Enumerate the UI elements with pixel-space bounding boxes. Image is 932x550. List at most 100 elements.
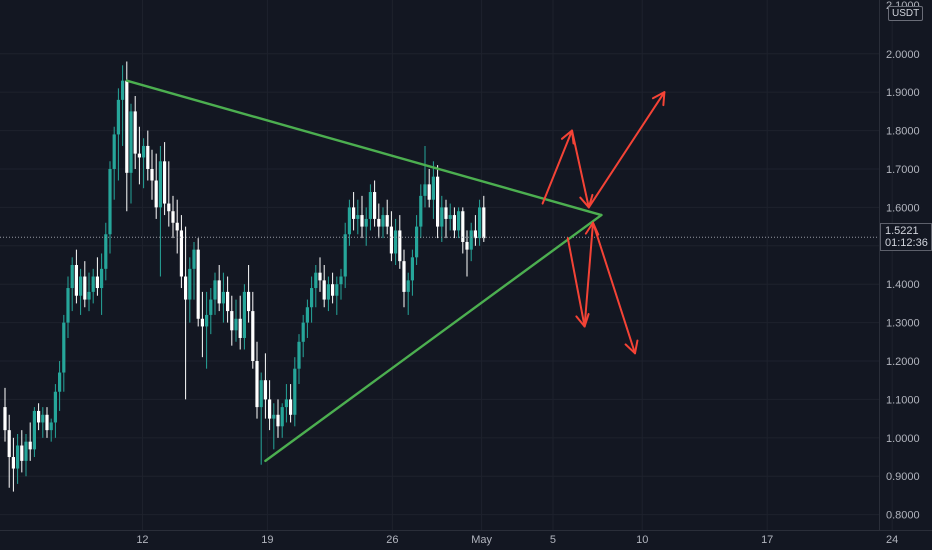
arrow-shaft bbox=[541, 129, 573, 205]
candle-body bbox=[24, 441, 28, 461]
candle-body bbox=[137, 153, 141, 158]
candle-body bbox=[175, 222, 179, 231]
time-tick-label: 26 bbox=[386, 534, 398, 546]
candle-body bbox=[368, 192, 372, 219]
candle-body bbox=[364, 218, 368, 227]
candle-body bbox=[385, 215, 389, 227]
price-tick-label: 1.0000 bbox=[886, 433, 920, 445]
candle-body bbox=[322, 280, 326, 300]
candle-body bbox=[230, 311, 234, 331]
candle-body bbox=[293, 368, 297, 415]
arrow-annotation bbox=[587, 91, 666, 209]
price-tick-label: 1.2000 bbox=[886, 356, 920, 368]
candle-body bbox=[381, 215, 385, 227]
bar-countdown: 01:12:36 bbox=[885, 237, 928, 249]
candle-body bbox=[389, 226, 393, 254]
candle-body bbox=[11, 457, 15, 469]
candle-body bbox=[200, 318, 204, 327]
candle-body bbox=[448, 215, 452, 219]
candle-body bbox=[482, 207, 486, 239]
candle-body bbox=[108, 168, 112, 235]
candle-body bbox=[473, 230, 477, 239]
arrow-shaft bbox=[587, 91, 666, 209]
candle-body bbox=[461, 211, 465, 242]
candle-body bbox=[163, 161, 167, 204]
candle-body bbox=[171, 211, 175, 223]
candle-body bbox=[343, 234, 347, 277]
price-tick-label: 0.9000 bbox=[886, 471, 920, 483]
candle-body bbox=[314, 272, 318, 289]
candle-body bbox=[7, 430, 11, 458]
arrow-shaft bbox=[566, 237, 586, 328]
arrow-annotation bbox=[583, 221, 600, 328]
candle-body bbox=[196, 249, 200, 319]
candle-body bbox=[87, 291, 91, 300]
arrow-shaft bbox=[592, 221, 636, 355]
arrow-shaft bbox=[583, 221, 594, 328]
candle-body bbox=[205, 314, 209, 327]
candle-body bbox=[406, 280, 410, 292]
price-tick-label: 1.1000 bbox=[886, 394, 920, 406]
candle-body bbox=[465, 241, 469, 250]
time-tick-label: 5 bbox=[550, 534, 556, 546]
candle-body bbox=[284, 399, 288, 408]
candle-body bbox=[402, 261, 406, 292]
candle-body bbox=[104, 234, 108, 269]
candle-body bbox=[251, 311, 255, 362]
candle-body bbox=[3, 407, 7, 431]
candle-body bbox=[247, 291, 251, 312]
candle-body bbox=[398, 230, 402, 262]
grid-lines bbox=[0, 0, 893, 530]
candle-body bbox=[276, 414, 280, 427]
quote-currency-badge[interactable]: USDT bbox=[888, 6, 924, 21]
candle-body bbox=[297, 341, 301, 369]
candle-body bbox=[452, 215, 456, 231]
candle-body bbox=[192, 249, 196, 269]
trendline-group[interactable] bbox=[125, 79, 603, 463]
candle-body bbox=[221, 291, 225, 304]
candle-body bbox=[28, 441, 32, 450]
candle-body bbox=[217, 280, 221, 304]
candle-body bbox=[289, 399, 293, 415]
current-price-label: 1.5221 01:12:36 bbox=[880, 223, 932, 251]
candle-body bbox=[49, 422, 53, 431]
candle-body bbox=[167, 203, 171, 212]
candle-body bbox=[150, 168, 154, 181]
time-axis[interactable]: 12 19 26 May 5 10 17 24 bbox=[136, 534, 898, 546]
candle-body bbox=[179, 230, 183, 277]
price-tick-label: 1.9000 bbox=[886, 87, 920, 99]
candle-body bbox=[226, 291, 230, 312]
candle-body bbox=[280, 407, 284, 427]
candle-body bbox=[427, 184, 431, 200]
candle-body bbox=[255, 361, 259, 408]
candle-body bbox=[436, 176, 440, 227]
candle-body bbox=[20, 445, 24, 461]
candle-body bbox=[352, 207, 356, 219]
candle-body bbox=[58, 372, 62, 392]
candle-body bbox=[142, 145, 146, 158]
candle-body bbox=[394, 230, 398, 254]
candle-series bbox=[3, 61, 486, 492]
candle-body bbox=[469, 230, 473, 250]
candle-body bbox=[100, 268, 104, 289]
candle-body bbox=[272, 414, 276, 419]
candle-body bbox=[444, 207, 448, 219]
candle-body bbox=[66, 288, 70, 323]
candle-body bbox=[45, 414, 49, 431]
candle-body bbox=[238, 318, 242, 338]
candle-body bbox=[37, 410, 41, 423]
price-tick-label: 0.8000 bbox=[886, 510, 920, 522]
candle-body bbox=[335, 284, 339, 296]
candle-body bbox=[410, 257, 414, 281]
candle-body bbox=[74, 265, 78, 296]
candle-body bbox=[268, 399, 272, 419]
candle-body bbox=[116, 99, 120, 135]
price-axis[interactable]: 2.00001.90001.80001.70001.60001.50001.40… bbox=[886, 49, 920, 522]
time-tick-label: 12 bbox=[136, 534, 148, 546]
candle-body bbox=[310, 288, 314, 308]
trendline-lower bbox=[264, 213, 603, 463]
candle-body bbox=[377, 218, 381, 227]
arrow-annotations[interactable] bbox=[541, 91, 666, 355]
candle-body bbox=[32, 410, 36, 450]
